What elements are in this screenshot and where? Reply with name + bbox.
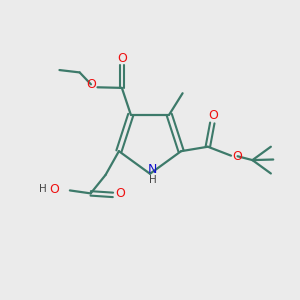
- Text: O: O: [50, 183, 59, 196]
- Text: O: O: [117, 52, 127, 65]
- Text: H: H: [39, 184, 47, 194]
- Text: O: O: [208, 109, 218, 122]
- Text: O: O: [86, 78, 96, 91]
- Text: O: O: [115, 187, 125, 200]
- Text: N: N: [148, 163, 157, 176]
- Text: H: H: [148, 175, 156, 185]
- Text: O: O: [232, 150, 242, 163]
